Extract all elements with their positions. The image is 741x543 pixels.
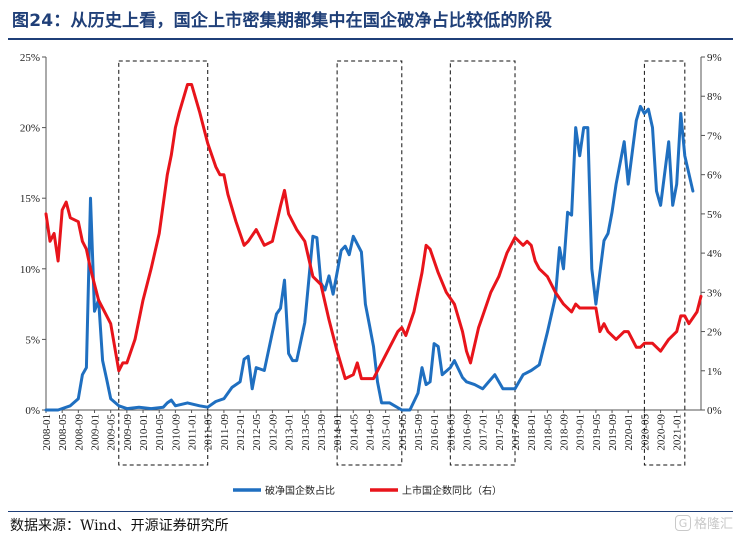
- source-rule: [8, 511, 733, 512]
- right-tick-label: 0%: [707, 405, 722, 417]
- x-tick-label: 2019-05: [591, 414, 603, 451]
- highlight-period-box: [118, 60, 209, 466]
- x-tick-label: 2020-01: [623, 414, 635, 451]
- x-tick-label: 2008-09: [73, 414, 85, 451]
- x-tick-label: 2018-09: [559, 414, 571, 451]
- x-tick-label: 2009-09: [122, 414, 134, 451]
- series-line-blue: [44, 104, 695, 412]
- x-tick-label: 2012-01: [235, 414, 247, 451]
- right-tick-label: 8%: [707, 91, 722, 103]
- right-tick-label: 4%: [707, 248, 722, 260]
- figure-title: 图24：从历史上看，国企上市密集期都集中在国企破净占比较低的阶段: [12, 11, 553, 31]
- legend-label-red: 上市国企数同比（右）: [402, 484, 502, 497]
- x-tick-label: 2014-05: [348, 414, 360, 451]
- left-tick-label: 10%: [20, 264, 40, 276]
- x-tick-label: 2015-05: [397, 414, 409, 451]
- right-tick-label: 2%: [707, 327, 722, 339]
- left-tick-label: 5%: [25, 334, 40, 346]
- x-tick-label: 2010-01: [138, 414, 150, 451]
- x-tick-label: 2010-05: [154, 414, 166, 451]
- source-note: 数据来源：Wind、开源证券研究所: [10, 518, 229, 534]
- x-tick-label: 2013-09: [316, 414, 328, 451]
- x-tick-label: 2021-01: [672, 414, 684, 451]
- x-tick-label: 2015-09: [413, 414, 425, 451]
- right-tick-label: 1%: [707, 366, 722, 378]
- x-tick-label: 2010-09: [170, 414, 182, 451]
- x-tick-label: 2011-09: [219, 414, 231, 451]
- highlight-period-box: [449, 60, 516, 466]
- x-tick-label: 2017-05: [494, 414, 506, 451]
- x-tick-label: 2018-01: [526, 414, 538, 451]
- x-tick-label: 2019-01: [575, 414, 587, 451]
- watermark: G 格隆汇: [674, 513, 733, 532]
- highlight-period-box: [643, 60, 686, 466]
- right-tick-label: 3%: [707, 287, 722, 299]
- x-tick-label: 2014-01: [332, 414, 344, 451]
- x-tick-label: 2013-01: [284, 414, 296, 451]
- right-tick-label: 7%: [707, 130, 722, 142]
- g-logo-icon: G: [674, 514, 691, 531]
- left-tick-label: 25%: [20, 52, 40, 64]
- x-tick-label: 2009-01: [90, 414, 102, 451]
- x-tick-label: 2019-09: [607, 414, 619, 451]
- left-tick-label: 20%: [20, 123, 40, 135]
- title-rule: [8, 38, 733, 40]
- x-tick-label: 2012-09: [267, 414, 279, 451]
- x-tick-label: 2015-01: [381, 414, 393, 451]
- left-tick-label: 15%: [20, 193, 40, 205]
- x-tick-label: 2016-09: [461, 414, 473, 451]
- x-tick-label: 2011-01: [187, 414, 199, 450]
- watermark-text: 格隆汇: [693, 517, 733, 532]
- series-line-red: [44, 83, 703, 381]
- x-tick-label: 2018-05: [542, 414, 554, 451]
- x-tick-label: 2016-01: [429, 414, 441, 451]
- x-tick-label: 2020-05: [639, 414, 651, 451]
- x-tick-label: 2014-09: [364, 414, 376, 451]
- x-tick-label: 2017-09: [510, 414, 522, 451]
- x-tick-label: 2013-05: [300, 414, 312, 451]
- right-tick-label: 9%: [707, 52, 722, 64]
- right-tick-label: 5%: [707, 209, 722, 221]
- x-tick-label: 2020-09: [656, 414, 668, 451]
- x-tick-label: 2012-05: [251, 414, 263, 451]
- x-tick-label: 2008-01: [41, 414, 53, 451]
- left-tick-label: 0%: [25, 405, 40, 417]
- legend-label-blue: 破净国企数占比: [265, 484, 335, 497]
- highlight-period-box: [336, 60, 403, 466]
- x-tick-label: 2017-01: [478, 414, 490, 451]
- x-tick-label: 2011-05: [203, 414, 215, 451]
- x-tick-label: 2009-05: [106, 414, 118, 451]
- x-tick-label: 2016-05: [445, 414, 457, 451]
- right-tick-label: 6%: [707, 170, 722, 182]
- x-tick-label: 2008-05: [57, 414, 69, 451]
